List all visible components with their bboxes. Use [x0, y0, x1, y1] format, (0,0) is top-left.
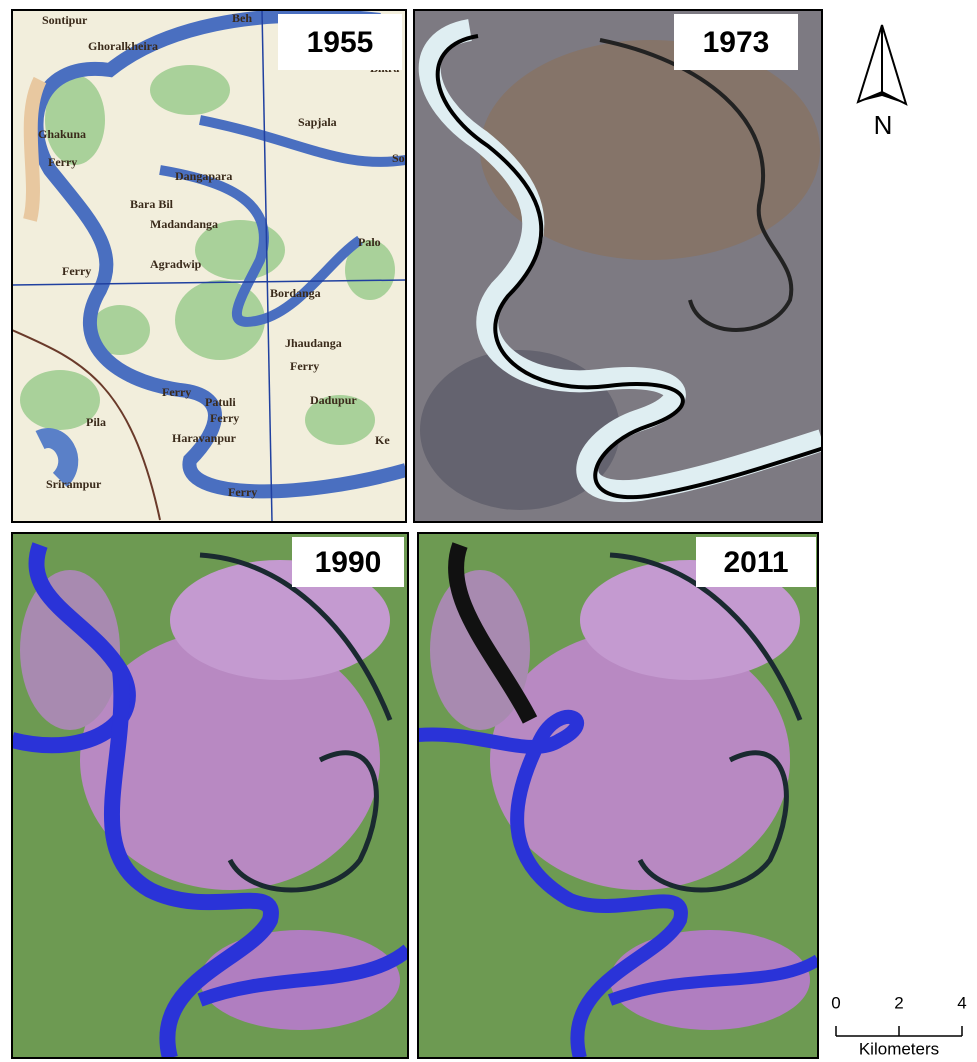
place-label: Srirampur [46, 477, 102, 491]
north-arrow: N [858, 25, 906, 140]
place-label: Bordanga [270, 286, 321, 300]
map-1990 [12, 533, 408, 1058]
place-label: Ghakuna [38, 127, 86, 141]
year-label: 1973 [703, 26, 770, 59]
scale-bar: Kilometers 0 2 4 [831, 993, 966, 1058]
place-label: Dangapara [175, 169, 232, 183]
place-label: Sontipur [42, 13, 88, 27]
place-label: Haravanpur [172, 431, 237, 445]
map-1955: SontipurBehGhoralkheiraBikraSapjalaGhaku… [12, 10, 415, 522]
place-label: Sont [392, 151, 415, 165]
place-label: Ferry [162, 385, 191, 399]
map-2011 [418, 533, 818, 1058]
scale-tick-label: 2 [894, 993, 903, 1012]
place-label: Ferry [48, 155, 77, 169]
scale-tick-label: 0 [831, 993, 840, 1012]
north-label: N [874, 110, 893, 140]
place-label: Palo [358, 235, 381, 249]
place-label: Beh [232, 11, 252, 25]
place-label: Ghoralkheira [88, 39, 158, 53]
place-label: Ferry [228, 485, 257, 499]
place-label: Jhaudanga [285, 336, 342, 350]
place-label: Bara Bil [130, 197, 174, 211]
place-label: Agradwip [150, 257, 202, 271]
scale-tick-label: 4 [957, 993, 966, 1012]
scale-unit: Kilometers [859, 1039, 939, 1058]
figure: SontipurBehGhoralkheiraBikraSapjalaGhaku… [0, 0, 977, 1062]
place-label: Pila [86, 415, 106, 429]
year-label: 2011 [723, 546, 788, 579]
year-label: 1955 [307, 26, 374, 59]
place-label: Patuli [205, 395, 236, 409]
year-label: 1990 [315, 546, 382, 579]
place-label: Ferry [290, 359, 319, 373]
place-label: Ke [375, 433, 390, 447]
place-label: Madandanga [150, 217, 218, 231]
place-label: Dadupur [310, 393, 357, 407]
place-label: Ferry [210, 411, 239, 425]
place-label: Sapjala [298, 115, 337, 129]
place-label: Ferry [62, 264, 91, 278]
map-1973 [414, 10, 830, 522]
